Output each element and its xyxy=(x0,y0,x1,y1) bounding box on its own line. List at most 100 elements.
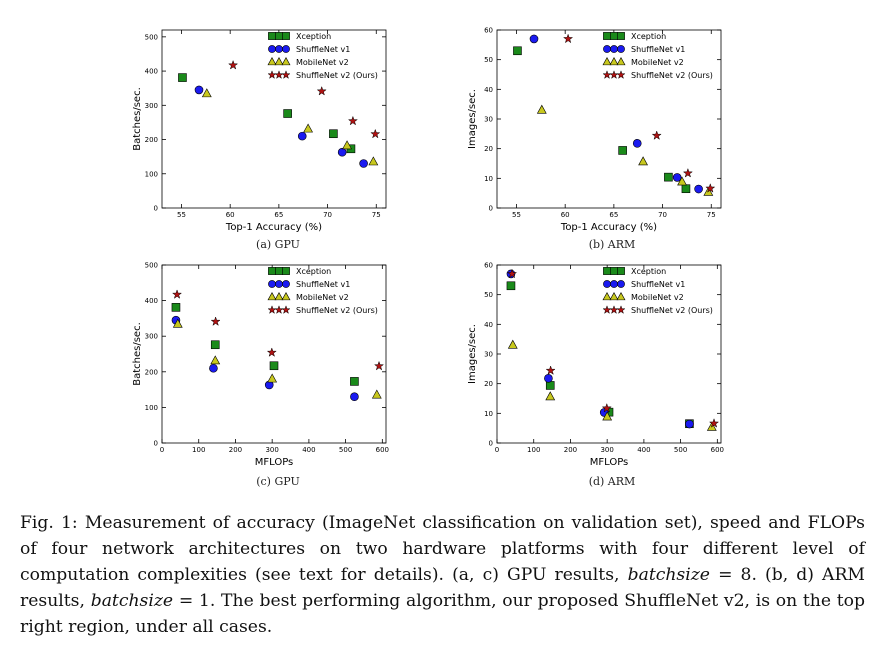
legend-shufflenet-v1-marker xyxy=(617,280,625,288)
shufflenet-v1-point xyxy=(694,184,703,194)
x-tick-label: 600 xyxy=(376,446,389,454)
mobilenet-v2-point xyxy=(545,391,556,401)
x-axis-label: Top-1 Accuracy (%) xyxy=(225,222,322,233)
y-tick-label: 50 xyxy=(484,56,493,64)
y-tick-label: 30 xyxy=(484,116,493,124)
shufflenet-v1-point xyxy=(337,147,347,157)
x-tick-label: 55 xyxy=(512,211,521,219)
legend-mobilenet-v2-marker xyxy=(267,57,277,66)
y-tick-label: 500 xyxy=(145,33,158,41)
shufflenet-v2-ours-point xyxy=(562,33,574,44)
legend-xception-marker xyxy=(282,32,290,40)
x-tick-label: 65 xyxy=(274,211,283,219)
x-axis-label: Top-1 Accuracy (%) xyxy=(560,222,657,233)
legend-xception-marker xyxy=(268,267,276,275)
legend-mobilenet-v2-marker xyxy=(616,292,626,301)
legend-shufflenet-v2-ours-marker xyxy=(274,70,284,79)
mobilenet-v2-point xyxy=(342,140,352,150)
chart-c-gpu-mflops: 0 100 200 300 400 500 600 0 100 200 300 400 500 MFLOP… xyxy=(132,262,389,469)
legend: Xception ShuffleNet v1 MobileNet v2 Shuffle… xyxy=(267,32,378,80)
y-tick-label: 30 xyxy=(484,351,493,359)
legend-mobilenet-v2-marker xyxy=(609,292,619,301)
shufflenet-v2-ours-point xyxy=(266,347,277,357)
shufflenet-v2-ours-point xyxy=(316,85,327,96)
shufflenet-v2-ours-point xyxy=(545,365,556,375)
legend-xception-marker xyxy=(617,32,625,40)
legend-shufflenet-v2-ours-marker xyxy=(602,70,612,79)
x-tick-label: 400 xyxy=(637,446,650,454)
shufflenet-v2-ours-point xyxy=(506,268,518,279)
x-tick-label: 60 xyxy=(561,211,570,219)
chart-b-arm-accuracy: 55 60 65 70 75 0 10 20 30 40 50 60 Top-1 Accuracy (%… xyxy=(467,27,722,233)
shufflenet-v2-ours-point xyxy=(171,289,183,299)
legend-shufflenet-v2-ours-marker xyxy=(616,70,626,79)
subcaption-b: (b) ARM xyxy=(588,238,636,251)
x-tick-label: 500 xyxy=(339,446,352,454)
y-tick-label: 100 xyxy=(145,170,158,178)
legend-label: Xception xyxy=(631,32,666,41)
x-tick-label: 0 xyxy=(160,446,164,454)
x-tick-label: 400 xyxy=(302,446,315,454)
legend-shufflenet-v1-marker xyxy=(268,45,276,53)
legend-shufflenet-v1-marker xyxy=(282,280,290,288)
x-tick-label: 60 xyxy=(226,211,235,219)
legend-shufflenet-v2-ours-marker xyxy=(274,305,284,314)
y-tick-label: 300 xyxy=(145,333,158,341)
x-axis-label: MFLOPs xyxy=(255,457,294,468)
y-tick-label: 0 xyxy=(489,205,493,213)
plot-frame xyxy=(161,264,387,444)
mobilenet-v2-point xyxy=(172,318,183,328)
shufflenet-v2-ours-point xyxy=(347,115,359,126)
x-tick-label: 500 xyxy=(674,446,687,454)
mobilenet-v2-point xyxy=(368,156,379,166)
y-tick-label: 100 xyxy=(145,404,158,412)
legend-xception-marker xyxy=(275,32,283,40)
figure-caption-text-3: = 1. The best performing algorithm, our … xyxy=(20,591,865,637)
x-tick-label: 100 xyxy=(527,446,540,454)
legend-xception-marker xyxy=(610,267,618,275)
chart-d-arm-mflops: 0 100 200 300 400 500 600 0 10 20 30 40 50 60 MFLOPs Im… xyxy=(467,262,724,469)
shufflenet-v1-point xyxy=(529,34,539,44)
mobilenet-v2-point xyxy=(677,176,687,186)
y-axis-label: Batches/sec. xyxy=(132,322,143,386)
legend-xception-marker xyxy=(275,267,283,275)
xception-point xyxy=(350,377,359,386)
legend-label: Xception xyxy=(631,267,666,276)
legend-mobilenet-v2-marker xyxy=(281,292,291,301)
legend-shufflenet-v1-marker xyxy=(268,280,276,288)
shufflenet-v1-point xyxy=(632,139,642,148)
legend-shufflenet-v2-ours-marker xyxy=(281,70,291,79)
mobilenet-v2-point xyxy=(638,156,648,166)
y-tick-label: 50 xyxy=(484,291,493,299)
legend-label: MobileNet v2 xyxy=(631,293,684,302)
x-tick-label: 70 xyxy=(658,211,667,219)
xception-point xyxy=(506,281,516,291)
xception-point xyxy=(210,340,220,350)
shufflenet-v1-point xyxy=(672,173,682,182)
y-axis-label: Images/sec. xyxy=(467,89,478,149)
shufflenet-v1-point xyxy=(544,374,553,383)
xception-point xyxy=(664,172,673,182)
legend-mobilenet-v2-marker xyxy=(267,292,277,301)
y-tick-label: 60 xyxy=(484,27,493,35)
x-tick-label: 0 xyxy=(495,446,499,454)
mobilenet-v2-point xyxy=(267,373,278,383)
plot-frame xyxy=(161,29,387,209)
legend-mobilenet-v2-marker xyxy=(281,57,291,66)
legend-shufflenet-v1-marker xyxy=(275,280,283,288)
legend-mobilenet-v2-marker xyxy=(602,292,612,301)
y-axis-label: Images/sec. xyxy=(467,324,478,384)
xception-point xyxy=(329,129,338,139)
shufflenet-v2-ours-point xyxy=(682,167,694,178)
legend-shufflenet-v1-marker xyxy=(617,45,625,53)
legend-shufflenet-v1-marker xyxy=(282,45,290,53)
legend-shufflenet-v2-ours-marker xyxy=(267,305,277,314)
y-tick-label: 500 xyxy=(145,262,158,270)
shufflenet-v2-ours-point xyxy=(708,418,720,428)
x-tick-label: 55 xyxy=(177,211,186,219)
legend-mobilenet-v2-marker xyxy=(274,292,284,301)
figure-label: Fig. 1: xyxy=(20,513,78,533)
subcaption-c: (c) GPU xyxy=(256,475,300,488)
x-tick-label: 65 xyxy=(609,211,618,219)
y-tick-label: 10 xyxy=(484,410,493,418)
